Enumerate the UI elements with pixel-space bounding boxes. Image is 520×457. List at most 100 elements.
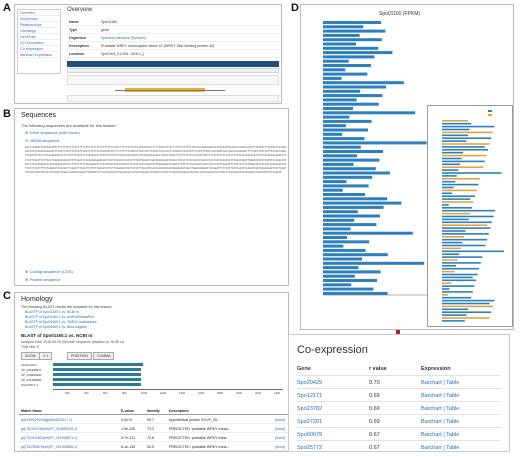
expression-link[interactable]: Barchart | Table (421, 380, 460, 386)
nav-item-coexpression[interactable]: Co-expression (18, 46, 60, 52)
bar (442, 178, 480, 180)
genome-browser-ruler (67, 68, 279, 73)
blast-link[interactable]: BLASTP of Spo01160.1 vs. Beta vulgaris (25, 325, 87, 329)
plus-icon: ⊕ (25, 277, 30, 282)
gene-sequence-link[interactable]: ⊕ Gene sequence (with intron) (25, 130, 80, 135)
gene-link[interactable]: Spo25772 (297, 445, 323, 451)
bar (442, 227, 491, 229)
bar (442, 250, 504, 253)
bar (442, 317, 490, 319)
evalue-cell: 6.1e-145 (121, 445, 136, 449)
bar (323, 25, 364, 29)
bar (442, 149, 488, 151)
gene-link[interactable]: Spo00979 (297, 432, 323, 438)
bar (442, 267, 480, 270)
more-link[interactable]: [more] (275, 445, 286, 449)
sequences-intro: The following sequences are available fo… (21, 123, 117, 128)
nav-item-go[interactable]: GO Annotation (18, 40, 60, 46)
bar (323, 214, 380, 218)
position-button[interactable]: POSITION (67, 352, 92, 360)
expression-link[interactable]: Barchart | Table (421, 432, 460, 438)
hit-track-label: XP_010683291 (21, 373, 42, 377)
bar (442, 166, 484, 168)
overview-title: Overview (67, 7, 93, 13)
bar (442, 288, 450, 290)
col-header-gene: Gene (297, 366, 311, 372)
nav-item-overview[interactable]: Overview (18, 10, 60, 16)
comma-button[interactable]: COMMA (93, 352, 115, 360)
bar (442, 305, 493, 308)
coexpression-title: Co-expression (297, 344, 368, 356)
cds-sequence-link[interactable]: ⊕ Coding sequence (CDS) (25, 269, 73, 274)
bar (442, 262, 481, 264)
bar (442, 140, 467, 142)
bar (323, 132, 343, 136)
genome-browser-toolbar[interactable] (67, 61, 279, 67)
match-name-link[interactable]: gi|731299875|ref|XP_021908581.1| (21, 445, 78, 449)
hit-bar[interactable] (53, 368, 141, 371)
blast-total-hits: Total Hits: 5 (21, 345, 39, 349)
legend-swatch (488, 114, 492, 116)
bar (323, 128, 368, 132)
bar (442, 320, 465, 322)
overview-nav: Overview Sequences Relationships Homolog… (17, 9, 61, 74)
more-link[interactable]: [more] (275, 436, 286, 440)
bar (323, 287, 374, 291)
table-row: gi|731315746|ref|XP_010683291.1| 1.5e-23… (19, 425, 288, 433)
nav-item-sequences[interactable]: Sequences (18, 16, 60, 22)
gene-link[interactable]: Spo20429 (297, 380, 323, 386)
scale-button[interactable]: X 1 (39, 352, 53, 360)
evalue-cell: 0.0e+0 (121, 418, 133, 422)
blast-link[interactable]: BLASTP of Spo01160.1 vs. TAIR10 Arabidop… (25, 320, 97, 324)
zoom-button[interactable]: ZOOM (21, 352, 40, 360)
gene-link[interactable]: Spo12171 (297, 393, 323, 399)
match-name-link[interactable]: gi|1000229203|gb|KNA03317.1| (21, 418, 72, 422)
protein-sequence-link[interactable]: ⊕ Protein sequence (25, 277, 61, 282)
organism-link[interactable]: Spinacia oleracea (Spinach) (101, 36, 146, 40)
bar (323, 180, 347, 184)
bar (323, 184, 369, 188)
expression-link[interactable]: Barchart | Table (421, 406, 460, 412)
nav-item-homology[interactable]: Homology (18, 28, 60, 34)
hit-bar[interactable] (53, 378, 141, 381)
row-value: Spo01160 (101, 20, 118, 24)
blast-table-header: Match Name E-value Identity Description (19, 407, 288, 415)
match-name-link[interactable]: gi|731319483|ref|XP_021908571.1| (21, 436, 78, 440)
expression-link[interactable]: Barchart | Table (421, 445, 460, 451)
gene-link[interactable]: Spo27201 (297, 419, 323, 425)
nav-item-relationships[interactable]: Relationships (18, 22, 60, 28)
match-name-link[interactable]: gi|731315746|ref|XP_010683291.1| (21, 427, 78, 431)
identity-cell: 72.8 (147, 436, 154, 440)
mrna-sequence-link[interactable]: ⊖ mRNA sequence (25, 138, 59, 143)
panel-label-c: C (3, 290, 11, 302)
table-row: gi|731299875|ref|XP_021908581.1| 6.1e-14… (19, 443, 288, 451)
row-value: SpoChr3_01:206 - 6310 (-) (101, 52, 144, 56)
bar (323, 111, 416, 115)
hit-bar[interactable] (53, 383, 141, 386)
hit-bar-query[interactable] (53, 363, 143, 366)
bar (442, 233, 489, 235)
more-link[interactable]: [more] (275, 427, 286, 431)
more-link[interactable]: [more] (275, 418, 286, 422)
hit-track-label: XP_021908571 (21, 368, 42, 372)
expression-link[interactable]: Barchart | Table (421, 393, 460, 399)
bar (442, 134, 468, 137)
hit-bar[interactable] (53, 373, 141, 376)
blast-link[interactable]: BLASTP of Spo01160.1 vs. UniProt/SwissPr… (25, 315, 95, 319)
nav-item-genefam[interactable]: GeneFam (18, 34, 60, 40)
bar (323, 205, 384, 209)
expression-link[interactable]: Barchart | Table (421, 419, 460, 425)
nav-item-barchart[interactable]: Barchart Expression (18, 52, 60, 58)
bar (323, 218, 355, 222)
hit-axis-ticks: 200 400 600 800 1000 1200 1400 1600 1800… (53, 391, 283, 396)
rvalue-cell: 0.69 (369, 393, 380, 399)
bar (442, 244, 486, 247)
bar (442, 122, 472, 125)
bar (323, 150, 383, 153)
blast-link[interactable]: BLASTP of Spo01160.1 vs. NCBI nr (25, 310, 79, 314)
panel-label-d: D (291, 2, 299, 14)
bar (442, 241, 463, 244)
barchart-panel: Spo01160 (FPKM) (300, 4, 514, 330)
gene-link[interactable]: Spo23782 (297, 406, 323, 412)
bar (323, 162, 354, 166)
